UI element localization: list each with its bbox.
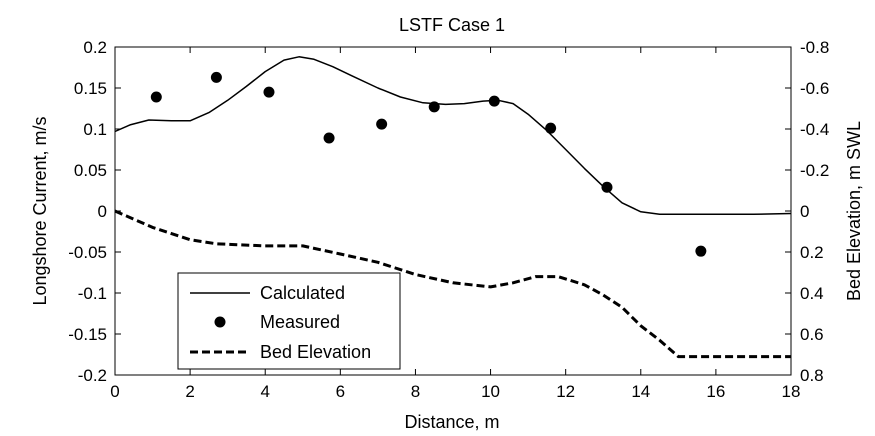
legend-calculated-label: Calculated (260, 283, 345, 303)
x-axis-ticks: 0 2 4 6 8 10 12 14 16 18 (110, 47, 800, 401)
x-tick-label: 14 (631, 382, 650, 401)
y2-tick-label: 0.8 (800, 366, 824, 385)
y-tick-label: -0.05 (68, 243, 107, 262)
x-tick-label: 18 (782, 382, 801, 401)
chart-title: LSTF Case 1 (399, 15, 505, 35)
measured-point (210, 71, 222, 83)
measured-point (428, 101, 440, 113)
x-tick-label: 12 (556, 382, 575, 401)
y2-tick-label: 0.6 (800, 325, 824, 344)
y2-tick-label: 0.4 (800, 284, 824, 303)
measured-point (150, 91, 162, 103)
legend-measured-label: Measured (260, 312, 340, 332)
y2-tick-label: -0.4 (800, 120, 829, 139)
y2-tick-label: -0.8 (800, 38, 829, 57)
measured-point (601, 181, 613, 193)
x-tick-label: 4 (260, 382, 269, 401)
y-tick-label: 0.15 (74, 79, 107, 98)
y-tick-label: -0.1 (78, 284, 107, 303)
y-axis-ticks: 0.2 0.15 0.1 0.05 0 -0.05 -0.1 -0.15 -0.2 (68, 38, 121, 385)
y-tick-label: -0.2 (78, 366, 107, 385)
legend-bed-elevation-label: Bed Elevation (260, 342, 371, 362)
legend: Calculated Measured Bed Elevation (177, 272, 401, 370)
x-tick-label: 16 (706, 382, 725, 401)
measured-point (263, 86, 275, 98)
bed-elevation-line (114, 209, 791, 359)
y-tick-label: 0 (98, 202, 107, 221)
y2-tick-label: 0 (800, 202, 809, 221)
series-layer (114, 56, 792, 359)
x-tick-label: 0 (110, 382, 119, 401)
y2-axis-label: Bed Elevation, m SWL (844, 121, 864, 301)
x-axis-label: Distance, m (404, 412, 499, 432)
y2-tick-label: -0.6 (800, 79, 829, 98)
measured-point (545, 122, 557, 134)
y-tick-label: -0.15 (68, 325, 107, 344)
measured-point (376, 118, 388, 130)
x-tick-label: 2 (185, 382, 194, 401)
measured-point (323, 132, 335, 144)
y-axis-label: Longshore Current, m/s (30, 116, 50, 305)
x-tick-label: 8 (411, 382, 420, 401)
y-tick-label: 0.05 (74, 161, 107, 180)
x-tick-label: 10 (481, 382, 500, 401)
y-tick-label: 0.1 (83, 120, 107, 139)
y-tick-label: 0.2 (83, 38, 107, 57)
measured-point (488, 95, 500, 107)
y2-tick-label: -0.2 (800, 161, 829, 180)
y2-tick-label: 0.2 (800, 243, 824, 262)
y2-axis-ticks: -0.8 -0.6 -0.4 -0.2 0 0.2 0.4 0.6 0.8 (785, 38, 829, 385)
measured-point (695, 245, 707, 257)
legend-measured-swatch (214, 316, 226, 328)
x-tick-label: 6 (336, 382, 345, 401)
